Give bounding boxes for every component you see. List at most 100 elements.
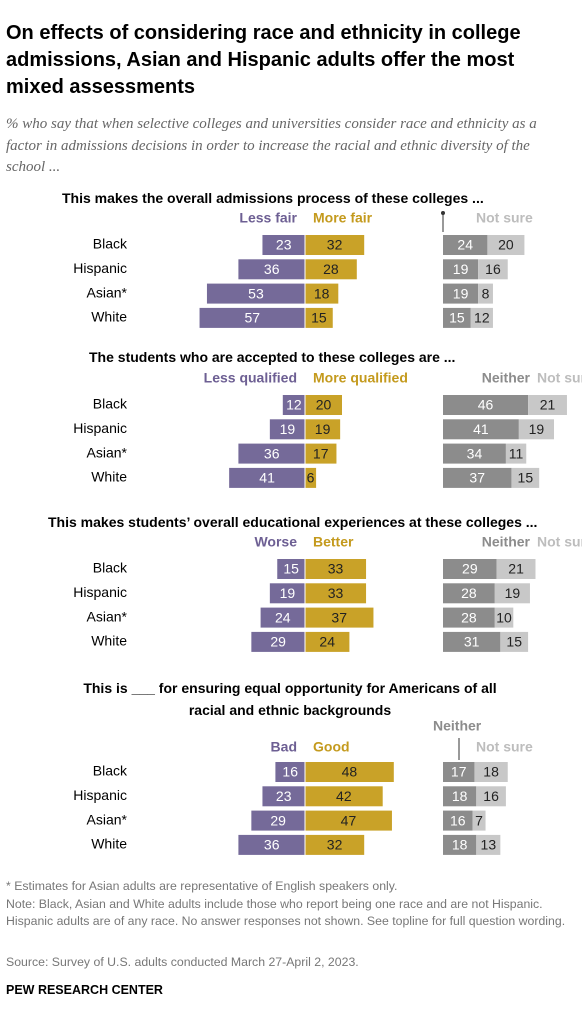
bar: [277, 559, 305, 579]
bar: [260, 607, 305, 628]
value-label: 19: [529, 421, 545, 437]
bar: [238, 443, 305, 464]
bar: [251, 631, 305, 652]
value-label: 36: [264, 261, 280, 277]
bar: [494, 607, 514, 628]
bar: [443, 395, 529, 415]
bar: [305, 259, 357, 280]
bar: [305, 810, 392, 831]
value-label: 32: [327, 837, 343, 853]
bar: [262, 786, 305, 807]
bar: [528, 395, 567, 415]
bar: [238, 834, 305, 855]
note: Note: Black, Asian and White adults incl…: [6, 897, 566, 928]
source: Source: Survey of U.S. adults conducted …: [6, 955, 359, 969]
value-label: 15: [311, 310, 327, 326]
value-label: 19: [315, 421, 331, 437]
value-label: 20: [316, 397, 332, 413]
category-label: Asian*: [87, 608, 128, 624]
value-label: 46: [478, 397, 494, 413]
value-label: 36: [264, 445, 280, 461]
value-label: 11: [509, 445, 524, 461]
value-label: 8: [482, 285, 490, 301]
category-label: Hispanic: [73, 260, 127, 276]
bar: [305, 762, 394, 782]
bar: [472, 810, 486, 831]
bar: [443, 583, 495, 604]
bar: [275, 762, 305, 782]
bar: [305, 786, 383, 807]
value-label: 47: [341, 812, 357, 828]
value-label: 48: [342, 764, 358, 780]
legend-label: Bad: [271, 739, 297, 755]
bar: [269, 583, 305, 604]
bar: [496, 559, 536, 579]
panel-title: This makes students’ overall educational…: [48, 514, 538, 530]
bar: [443, 235, 488, 255]
value-label: 17: [313, 445, 329, 461]
bar: [305, 834, 365, 855]
bar: [206, 283, 305, 304]
bar: [251, 810, 305, 831]
value-label: 24: [319, 634, 335, 650]
bar: [476, 786, 506, 807]
bar: [443, 810, 473, 831]
panel-title: The students who are accepted to these c…: [89, 349, 456, 365]
legend-label: Neither: [482, 370, 531, 386]
legend-label: Neither: [482, 534, 531, 550]
category-label: White: [91, 633, 127, 649]
value-label: 16: [450, 812, 466, 828]
value-label: 37: [469, 470, 485, 486]
bar: [487, 235, 525, 255]
category-label: Asian*: [87, 284, 128, 300]
bar: [305, 419, 341, 440]
brand: PEW RESEARCH CENTER: [6, 983, 163, 997]
value-label: 41: [473, 421, 489, 437]
legend-label: Better: [313, 534, 354, 550]
value-label: 19: [280, 421, 296, 437]
value-label: 7: [475, 812, 483, 828]
bar: [305, 235, 365, 255]
value-label: 57: [244, 310, 260, 326]
bar: [229, 467, 305, 488]
bar: [305, 307, 333, 328]
legend-label: Worse: [254, 534, 297, 550]
bar: [443, 467, 512, 488]
value-label: 18: [452, 837, 468, 853]
bar: [476, 834, 501, 855]
value-label: 19: [505, 585, 521, 601]
bar: [443, 283, 479, 304]
value-label: 28: [461, 609, 477, 625]
value-label: 36: [264, 837, 280, 853]
value-label: 34: [467, 445, 483, 461]
bar: [518, 419, 554, 440]
bar: [443, 631, 501, 652]
panel-title: This is ___ for ensuring equal opportuni…: [83, 680, 497, 718]
value-label: 16: [282, 764, 298, 780]
value-label: 21: [540, 397, 556, 413]
legend-label: Not sure: [476, 739, 533, 755]
value-label: 32: [327, 237, 343, 253]
category-label: Black: [93, 396, 128, 412]
legend-label: More qualified: [313, 370, 408, 386]
bar: [443, 786, 477, 807]
bar: [443, 834, 477, 855]
bar: [443, 419, 519, 440]
category-label: Hispanic: [73, 787, 127, 803]
legend-label: Not sure: [537, 370, 582, 386]
category-label: Asian*: [87, 444, 128, 460]
legend-label: Good: [313, 739, 350, 755]
value-label: 23: [276, 788, 292, 804]
value-label: 28: [461, 585, 477, 601]
bar: [305, 395, 342, 415]
value-label: 53: [248, 285, 264, 301]
legend-label: Not sure: [537, 534, 582, 550]
legend-label: Less qualified: [204, 370, 297, 386]
value-label: 31: [464, 634, 480, 650]
value-label: 19: [453, 285, 469, 301]
bar: [443, 443, 506, 464]
value-label: 15: [283, 561, 299, 577]
panel-title: This makes the overall admissions proces…: [62, 190, 484, 206]
bar: [443, 762, 475, 782]
